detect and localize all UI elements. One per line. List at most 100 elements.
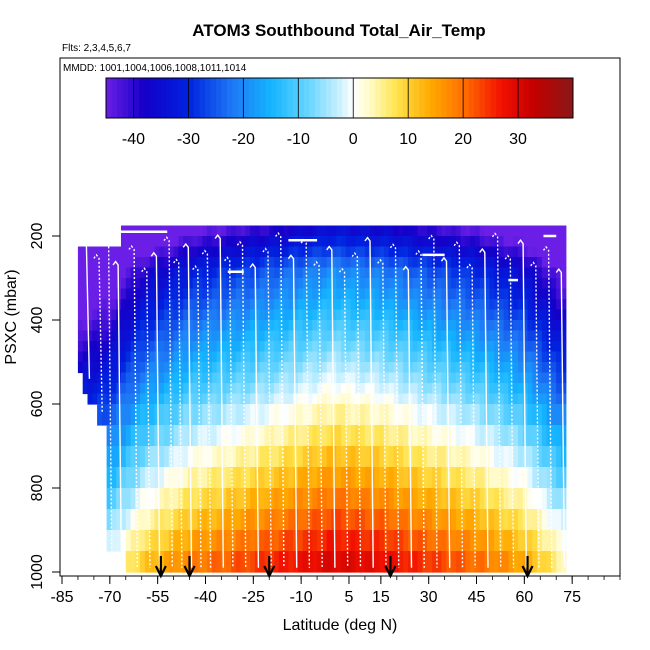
- heatmap-cell: [312, 372, 318, 384]
- heatmap-cell: [518, 309, 524, 321]
- colorbar-swatch: [397, 78, 404, 118]
- heatmap-cell: [111, 288, 117, 300]
- flight-trace: [112, 260, 122, 552]
- heatmap-cell: [183, 278, 189, 290]
- plot-area: [77, 225, 567, 579]
- heatmap-cell: [551, 278, 557, 290]
- heatmap-cell: [101, 404, 108, 426]
- heatmap-cell: [494, 372, 500, 384]
- heatmap-cell: [341, 393, 347, 405]
- heatmap-cell: [101, 309, 108, 321]
- heatmap-cell: [408, 246, 414, 258]
- heatmap-cell: [345, 362, 352, 374]
- heatmap-cell: [221, 309, 227, 321]
- heatmap-cell: [235, 299, 242, 311]
- heatmap-cell: [288, 509, 294, 531]
- heatmap-cell: [77, 257, 84, 269]
- heatmap-cell: [345, 288, 352, 300]
- heatmap-cell: [388, 288, 395, 300]
- heatmap-cell: [159, 393, 165, 405]
- heatmap-cell: [412, 341, 419, 353]
- heatmap-cell: [532, 362, 538, 374]
- heatmap-cell: [226, 309, 232, 321]
- heatmap-cell: [350, 236, 356, 248]
- heatmap-cell: [422, 372, 428, 384]
- heatmap-cell: [393, 551, 399, 573]
- heatmap-cell: [336, 267, 342, 279]
- heatmap-cell: [312, 330, 318, 342]
- heatmap-cell: [384, 236, 390, 248]
- heatmap-cell: [264, 299, 270, 311]
- heatmap-cell: [408, 288, 414, 300]
- heatmap-cell: [283, 509, 289, 531]
- heatmap-cell: [192, 330, 199, 342]
- heatmap-cell: [446, 351, 452, 363]
- colorbar-frame: [105, 77, 574, 119]
- heatmap-cell: [207, 351, 213, 363]
- heatmap-cell: [121, 278, 127, 290]
- heatmap-cell: [178, 362, 184, 374]
- heatmap-cell: [446, 372, 452, 384]
- x-tick-label: 60: [515, 589, 533, 606]
- heatmap-cell: [408, 341, 414, 353]
- heatmap-cell: [269, 288, 275, 300]
- heatmap-cell: [254, 278, 261, 290]
- heatmap-cell: [183, 488, 189, 510]
- heatmap-cell: [278, 225, 285, 237]
- heatmap-cell: [374, 393, 380, 405]
- heatmap-cell: [293, 320, 299, 332]
- heatmap-cell: [226, 288, 232, 300]
- heatmap-cell: [125, 425, 132, 447]
- heatmap-cell: [298, 288, 304, 300]
- heatmap-cell: [221, 467, 227, 489]
- heatmap-cell: [556, 320, 562, 332]
- heatmap-cell: [422, 425, 428, 447]
- heatmap-cell: [116, 267, 122, 279]
- heatmap-cell: [427, 225, 433, 237]
- heatmap-cell: [254, 246, 261, 258]
- heatmap-cell: [360, 330, 366, 342]
- heatmap-cell: [207, 530, 213, 552]
- heatmap-cell: [412, 299, 419, 311]
- heatmap-cell: [216, 341, 222, 353]
- heatmap-cell: [250, 278, 256, 290]
- heatmap-cell: [436, 341, 443, 353]
- heatmap-cell: [149, 288, 156, 300]
- heatmap-cell: [561, 404, 567, 426]
- heatmap-cell: [274, 393, 280, 405]
- heatmap-cell: [412, 236, 419, 248]
- heatmap-cell: [192, 236, 199, 248]
- heatmap-cell: [168, 309, 175, 321]
- heatmap-cell: [77, 341, 84, 353]
- heatmap-cell: [317, 278, 323, 290]
- heatmap-cell: [207, 288, 213, 300]
- heatmap-cell: [207, 362, 213, 374]
- heatmap-cell: [140, 309, 146, 321]
- heatmap-cell: [254, 236, 261, 248]
- heatmap-cell: [197, 530, 203, 552]
- heatmap-cell: [446, 236, 452, 248]
- heatmap-cell: [187, 225, 194, 237]
- heatmap-cell: [441, 299, 447, 311]
- heatmap-cell: [441, 530, 447, 552]
- heatmap-cell: [106, 404, 112, 426]
- heatmap-cell: [393, 425, 399, 447]
- heatmap-cell: [254, 225, 261, 237]
- colorbar-swatch: [386, 78, 393, 118]
- heatmap-cell: [77, 362, 84, 374]
- heatmap-cell: [494, 257, 500, 269]
- heatmap-cell: [551, 446, 557, 468]
- heatmap-cell: [159, 288, 165, 300]
- heatmap-cell: [537, 309, 543, 321]
- heatmap-cell: [192, 257, 199, 269]
- flight-trace: [440, 256, 451, 568]
- heatmap-cell: [183, 299, 189, 311]
- heatmap-cell: [149, 530, 156, 552]
- heatmap-cell: [427, 467, 433, 489]
- heatmap-cell: [331, 288, 337, 300]
- flight-trace: [377, 258, 387, 568]
- heatmap-cell: [408, 225, 414, 237]
- heatmap-cell: [326, 341, 333, 353]
- heatmap-cell: [130, 488, 136, 510]
- colorbar-swatch: [150, 78, 156, 118]
